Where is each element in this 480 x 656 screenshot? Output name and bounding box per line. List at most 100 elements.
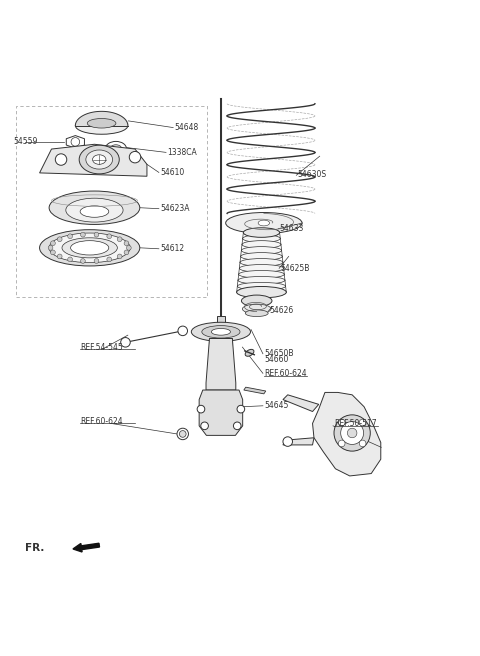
Circle shape: [124, 250, 129, 255]
Ellipse shape: [237, 287, 286, 298]
Text: 54660: 54660: [264, 355, 288, 364]
Circle shape: [129, 152, 141, 163]
Ellipse shape: [75, 117, 128, 134]
Circle shape: [334, 415, 370, 451]
Text: FR.: FR.: [25, 543, 45, 554]
Ellipse shape: [49, 233, 130, 262]
Text: 54626: 54626: [270, 306, 294, 316]
Ellipse shape: [66, 198, 123, 222]
Text: 54648: 54648: [174, 123, 198, 132]
Circle shape: [201, 422, 208, 430]
Circle shape: [71, 138, 80, 146]
Ellipse shape: [202, 325, 240, 338]
Circle shape: [233, 422, 241, 430]
Circle shape: [177, 428, 189, 440]
Text: REF.60-624: REF.60-624: [80, 417, 123, 426]
Circle shape: [68, 257, 72, 262]
Circle shape: [107, 257, 112, 262]
Text: 54630S: 54630S: [297, 170, 326, 179]
Text: 54625B: 54625B: [280, 264, 310, 273]
Polygon shape: [39, 144, 147, 176]
Ellipse shape: [242, 241, 281, 249]
Ellipse shape: [49, 191, 140, 224]
Circle shape: [107, 234, 112, 239]
Ellipse shape: [239, 270, 284, 278]
Text: 54559: 54559: [13, 137, 38, 146]
Circle shape: [359, 440, 366, 447]
Ellipse shape: [110, 145, 121, 152]
Ellipse shape: [241, 295, 272, 306]
Ellipse shape: [245, 350, 254, 356]
Ellipse shape: [106, 142, 126, 155]
Ellipse shape: [79, 145, 119, 174]
Text: 54650B: 54650B: [264, 349, 293, 358]
Circle shape: [124, 241, 129, 245]
Ellipse shape: [258, 220, 270, 226]
Circle shape: [81, 232, 85, 237]
Circle shape: [94, 232, 99, 237]
Ellipse shape: [226, 213, 302, 234]
Circle shape: [338, 440, 345, 447]
Bar: [209, 338, 232, 360]
Circle shape: [237, 405, 245, 413]
Circle shape: [57, 237, 62, 241]
Ellipse shape: [240, 264, 284, 272]
Polygon shape: [312, 392, 381, 476]
Circle shape: [283, 437, 292, 446]
Polygon shape: [283, 438, 314, 445]
Polygon shape: [66, 136, 84, 148]
Ellipse shape: [87, 119, 116, 128]
Circle shape: [359, 419, 366, 426]
Circle shape: [197, 405, 205, 413]
Text: REF.50-517: REF.50-517: [335, 419, 377, 428]
Circle shape: [94, 258, 99, 263]
Circle shape: [341, 422, 364, 445]
Polygon shape: [283, 395, 319, 411]
Ellipse shape: [242, 304, 271, 314]
Ellipse shape: [39, 230, 140, 266]
Ellipse shape: [93, 155, 106, 164]
Ellipse shape: [237, 289, 286, 296]
Circle shape: [117, 254, 122, 259]
Ellipse shape: [62, 238, 117, 258]
Circle shape: [55, 154, 67, 165]
Circle shape: [120, 338, 130, 347]
Ellipse shape: [240, 253, 282, 260]
Circle shape: [81, 258, 85, 263]
Ellipse shape: [243, 228, 280, 237]
Ellipse shape: [243, 235, 280, 242]
Text: 54633: 54633: [280, 224, 304, 234]
Text: 54612: 54612: [160, 244, 184, 253]
Text: REF.54-545: REF.54-545: [80, 342, 123, 352]
Polygon shape: [244, 387, 266, 394]
Ellipse shape: [240, 258, 283, 266]
Circle shape: [48, 245, 53, 250]
Circle shape: [117, 237, 122, 241]
Circle shape: [68, 234, 72, 239]
Ellipse shape: [86, 150, 113, 169]
Circle shape: [50, 241, 55, 245]
Circle shape: [57, 254, 62, 259]
Circle shape: [348, 428, 357, 438]
Ellipse shape: [80, 206, 109, 217]
Ellipse shape: [211, 329, 230, 335]
Circle shape: [338, 419, 345, 426]
Ellipse shape: [71, 241, 109, 255]
Ellipse shape: [237, 283, 286, 290]
Ellipse shape: [192, 322, 251, 341]
Circle shape: [50, 250, 55, 255]
Circle shape: [178, 326, 188, 336]
Text: 54645: 54645: [264, 401, 288, 410]
FancyArrow shape: [73, 543, 99, 552]
Text: 1338CA: 1338CA: [168, 148, 197, 157]
Polygon shape: [199, 390, 243, 436]
Circle shape: [180, 430, 186, 438]
Ellipse shape: [238, 276, 285, 284]
Text: REF.60-624: REF.60-624: [264, 369, 307, 378]
Ellipse shape: [241, 247, 282, 255]
Circle shape: [126, 245, 131, 250]
Ellipse shape: [245, 310, 268, 317]
Text: 54610: 54610: [160, 168, 184, 177]
Polygon shape: [206, 338, 236, 390]
Bar: [217, 316, 225, 333]
